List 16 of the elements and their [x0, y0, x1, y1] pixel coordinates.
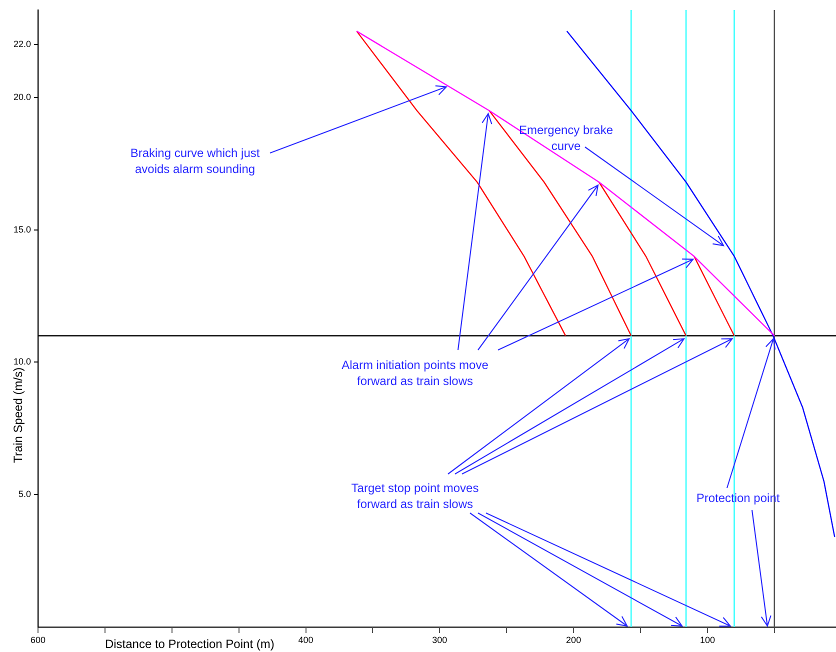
y-tick-label: 15.0 — [13, 224, 31, 234]
x-tick-label: 200 — [566, 634, 582, 645]
y-tick-label: 10.0 — [13, 356, 31, 367]
x-axis-title: Distance to Protection Point (m) — [104, 637, 274, 651]
y-tick-label: 22.0 — [13, 38, 31, 49]
x-tick-label: 100 — [700, 634, 715, 645]
y-axis-title: Train Speed (m/s) — [11, 367, 25, 463]
annotation: Emergency brake curve — [518, 123, 614, 153]
x-tick-label: 600 — [30, 634, 46, 645]
annotation: Braking curve which just avoids alarm sounding — [130, 146, 260, 176]
y-tick-label: 20.0 — [13, 92, 31, 102]
y-tick-label: 5.0 — [18, 489, 31, 500]
x-tick-label: 300 — [432, 634, 448, 645]
annotation: Target stop point moves forward as train slows — [351, 481, 479, 511]
annotation: Alarm initiation points move forward as train slows — [342, 358, 489, 388]
x-tick-label: 400 — [298, 634, 314, 645]
